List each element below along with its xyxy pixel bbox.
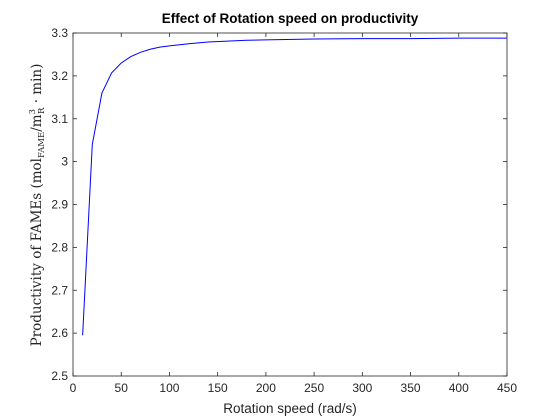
y-tick-label: 2.5 [51, 369, 68, 383]
x-axis-ticks: 0 50 100 150 200 250 300 350 400 450 [70, 33, 517, 395]
y-axis-label-suffix: · min) [29, 64, 45, 108]
x-tick-label: 50 [115, 381, 129, 395]
x-tick-label: 150 [208, 381, 228, 395]
y-tick-label: 3.2 [51, 69, 68, 83]
x-tick-label: 350 [401, 381, 421, 395]
y-tick-label: 3.1 [51, 112, 68, 126]
y-axis-label-sub1: FAME [37, 132, 47, 158]
x-tick-label: 0 [70, 381, 77, 395]
y-tick-label: 2.9 [51, 198, 68, 212]
x-tick-label: 450 [497, 381, 517, 395]
y-tick-label: 2.6 [51, 326, 68, 340]
x-tick-label: 100 [159, 381, 179, 395]
y-axis-label-sub2: R [37, 107, 47, 114]
y-axis-label-prefix: Productivity of FAMEs (mol [29, 158, 45, 346]
y-axis-ticks: 2.5 2.6 2.7 2.8 2.9 3 3.1 3.2 3.3 [51, 26, 507, 383]
y-tick-label: 3.3 [51, 26, 68, 40]
y-axis-label-mid: /m [29, 114, 45, 132]
chart-title: Effect of Rotation speed on productivity [162, 11, 419, 26]
x-tick-label: 300 [352, 381, 372, 395]
x-tick-label: 250 [304, 381, 324, 395]
x-axis-label: Rotation speed (rad/s) [223, 401, 357, 416]
series-layer [82, 37, 507, 336]
y-axis-label: Productivity of FAMEs (molFAME/m3R · min… [28, 64, 47, 347]
y-tick-label: 3 [61, 155, 68, 169]
plot-area [72, 32, 508, 377]
y-tick-label: 2.8 [51, 240, 68, 254]
y-axis-label-sup: 3 [28, 109, 38, 114]
x-tick-label: 400 [449, 381, 469, 395]
y-tick-label: 2.7 [51, 283, 68, 297]
series-line [82, 37, 507, 336]
x-tick-label: 200 [256, 381, 276, 395]
